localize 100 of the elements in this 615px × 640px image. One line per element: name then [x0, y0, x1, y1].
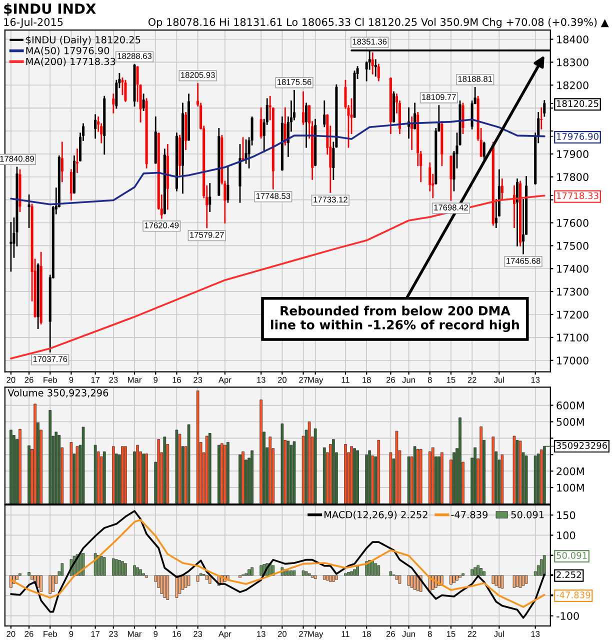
candlestick — [142, 94, 145, 112]
legend-label: MA(200) 17718.33 — [26, 58, 116, 66]
x-tick-label: 20 — [6, 631, 16, 637]
bar — [500, 454, 504, 504]
bar — [133, 565, 136, 576]
bar — [302, 570, 305, 576]
bar — [462, 573, 464, 576]
bar — [344, 573, 347, 576]
bar — [163, 436, 166, 504]
bar — [353, 569, 356, 576]
x-tick-label: 11 — [342, 377, 350, 383]
bar — [470, 569, 474, 576]
legend-label: 50.091 — [511, 510, 544, 518]
bar — [30, 575, 34, 580]
candlestick — [410, 116, 414, 150]
x-tick-label: Apr — [218, 631, 232, 639]
bar — [268, 436, 272, 504]
candlestick — [28, 194, 30, 228]
bar — [458, 575, 462, 578]
bar — [308, 573, 311, 576]
candlestick — [543, 100, 546, 117]
bar — [175, 575, 178, 598]
y-tick-label: 17976.90 — [556, 133, 598, 140]
bar — [540, 450, 543, 504]
candlestick — [540, 107, 543, 130]
y-tick-label: 600M — [556, 402, 584, 410]
bar — [428, 451, 432, 504]
candlestick — [302, 91, 305, 125]
x-tick-label: 16 — [172, 376, 181, 383]
bar — [350, 446, 353, 504]
bar — [142, 573, 145, 576]
bar — [102, 557, 106, 576]
x-tick-label: 13 — [531, 376, 540, 383]
y-tick-label: 500M — [556, 418, 584, 426]
legend-label: MACD(12,26,9) 2.252 — [324, 510, 428, 520]
bar — [407, 456, 410, 504]
x-tick-label: 9 — [154, 631, 158, 637]
bar — [260, 565, 263, 576]
x-tick-label: 17 — [91, 631, 100, 637]
x-tick-label: Jun — [402, 631, 415, 637]
x-tick-label: 13 — [257, 631, 266, 637]
x-tick-label: 20 — [6, 376, 16, 383]
bar — [304, 571, 308, 576]
bar — [102, 451, 106, 504]
bar — [166, 575, 170, 600]
bar — [389, 452, 392, 504]
bar — [332, 575, 335, 582]
bar — [314, 428, 317, 504]
x-tick-label: 15 — [446, 377, 456, 383]
x-tick-label: 8 — [428, 376, 432, 383]
bar — [419, 449, 422, 504]
y-tick-label: 50.091 — [556, 552, 587, 559]
bar — [244, 573, 248, 576]
x-tick-label: Jul — [494, 376, 504, 383]
bar — [136, 444, 139, 504]
bar — [377, 440, 380, 504]
chart-title: $INDU INDX — [4, 3, 96, 16]
bar — [322, 575, 326, 580]
x-tick-label: 26 — [386, 376, 395, 383]
bar — [100, 556, 103, 576]
bar — [217, 444, 220, 504]
x-tick-label: 15 — [446, 631, 456, 637]
bar — [208, 575, 212, 584]
bar — [332, 439, 335, 504]
bar — [124, 563, 127, 576]
bar — [260, 400, 263, 504]
x-tick-label: 20 — [278, 376, 286, 383]
bar — [58, 435, 61, 504]
bar — [292, 570, 296, 576]
bar — [368, 450, 372, 504]
legend-label: MA(50) 17976.90 — [26, 46, 110, 56]
candlestick — [462, 102, 464, 134]
x-tick-label: 13 — [531, 631, 540, 637]
line-series — [10, 510, 546, 619]
bar — [121, 561, 124, 576]
candlestick — [323, 100, 326, 128]
bar — [413, 575, 416, 590]
bar — [248, 569, 250, 576]
y-tick-label: 17600 — [557, 218, 588, 227]
candlestick — [414, 102, 416, 130]
x-tick-label: 26 — [386, 631, 395, 637]
bar — [308, 422, 311, 504]
bar — [34, 404, 36, 504]
candlestick — [112, 94, 115, 114]
x-tick-label: 26 — [24, 631, 34, 637]
annotation: 18351.36 — [352, 38, 387, 45]
bar — [512, 436, 516, 504]
bar — [226, 442, 230, 504]
x-tick-label: 16 — [172, 631, 181, 637]
bar — [145, 454, 148, 504]
x-tick-label: 18 — [362, 376, 371, 383]
bar — [410, 575, 414, 588]
chart-title: Volume 350,923,296 — [8, 388, 108, 398]
bar — [290, 570, 293, 576]
bar — [416, 449, 420, 504]
x-tick-label: Apr — [218, 377, 232, 384]
bar — [322, 447, 326, 504]
bar — [365, 454, 368, 504]
candlestick — [450, 156, 452, 201]
bar — [224, 444, 226, 504]
